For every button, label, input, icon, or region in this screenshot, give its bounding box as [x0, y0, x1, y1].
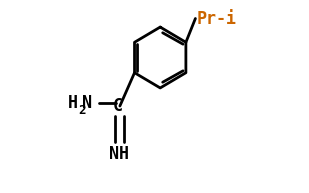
Text: N: N — [82, 94, 92, 112]
Text: 2: 2 — [78, 104, 85, 117]
Text: NH: NH — [109, 145, 129, 163]
Text: C: C — [112, 97, 122, 115]
Text: H: H — [68, 94, 78, 112]
Text: Pr-i: Pr-i — [196, 9, 236, 28]
